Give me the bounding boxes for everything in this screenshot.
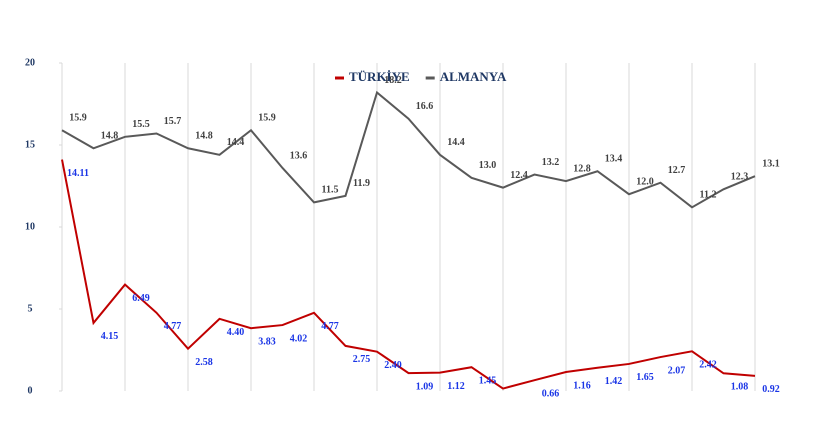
data-label: 3.83 [258, 336, 276, 347]
data-label: 13.6 [290, 150, 308, 161]
series-line [61, 159, 756, 390]
data-label: 14.11 [67, 168, 89, 179]
data-label: 12.7 [668, 165, 686, 176]
data-label: 12.3 [731, 172, 749, 183]
data-label: 14.8 [101, 131, 119, 142]
data-label: 2.58 [195, 357, 213, 368]
data-label: 15.5 [132, 119, 150, 130]
data-label: 11.2 [700, 190, 717, 201]
data-label: 14.8 [195, 131, 213, 142]
data-label: 18.2 [384, 75, 402, 86]
data-label: 14.4 [227, 137, 245, 148]
data-label: 15.9 [69, 113, 87, 124]
data-label: 1.16 [573, 380, 591, 391]
data-label: 15.7 [164, 116, 182, 127]
data-label: 12.8 [573, 163, 591, 174]
data-label: 1.45 [479, 376, 497, 387]
data-label: 1.09 [416, 381, 434, 392]
data-label: 1.65 [636, 372, 654, 383]
y-tick-label: 10 [25, 221, 35, 232]
y-tick-label: 0 [28, 385, 33, 396]
data-label: 13.2 [542, 157, 560, 168]
data-label: 1.08 [731, 382, 749, 393]
data-label: 1.42 [605, 376, 623, 387]
data-label: 4.15 [101, 331, 119, 342]
data-label: 2.07 [668, 365, 686, 376]
data-label: 14.4 [447, 137, 465, 148]
data-label: 2.40 [384, 360, 402, 371]
data-label: 4.40 [227, 327, 245, 338]
data-label: 11.5 [322, 185, 339, 196]
y-tick-label: 5 [28, 303, 33, 314]
y-tick-label: 20 [25, 57, 35, 68]
data-label: 11.9 [353, 178, 370, 189]
data-label: 13.0 [479, 160, 497, 171]
data-label: 4.77 [164, 321, 182, 332]
data-label: 16.6 [416, 101, 434, 112]
legend-label: ALMANYA [440, 69, 507, 84]
data-label: 2.42 [699, 360, 717, 371]
data-label: 13.1 [762, 158, 780, 169]
data-label: 4.02 [290, 333, 308, 344]
data-label: 15.9 [258, 113, 276, 124]
data-label: 1.12 [447, 381, 465, 392]
data-label: 6.49 [132, 293, 150, 304]
legend-label: TÜRKİYE [349, 69, 410, 84]
y-tick-label: 15 [25, 139, 35, 150]
data-label: 13.4 [605, 154, 623, 165]
series-line [61, 90, 756, 209]
data-label: 12.4 [510, 170, 528, 181]
data-label: 0.66 [542, 388, 560, 399]
data-label: 0.92 [762, 384, 780, 395]
data-label: 2.75 [353, 354, 371, 365]
data-label: 4.77 [321, 321, 339, 332]
data-label: 12.0 [636, 176, 654, 187]
